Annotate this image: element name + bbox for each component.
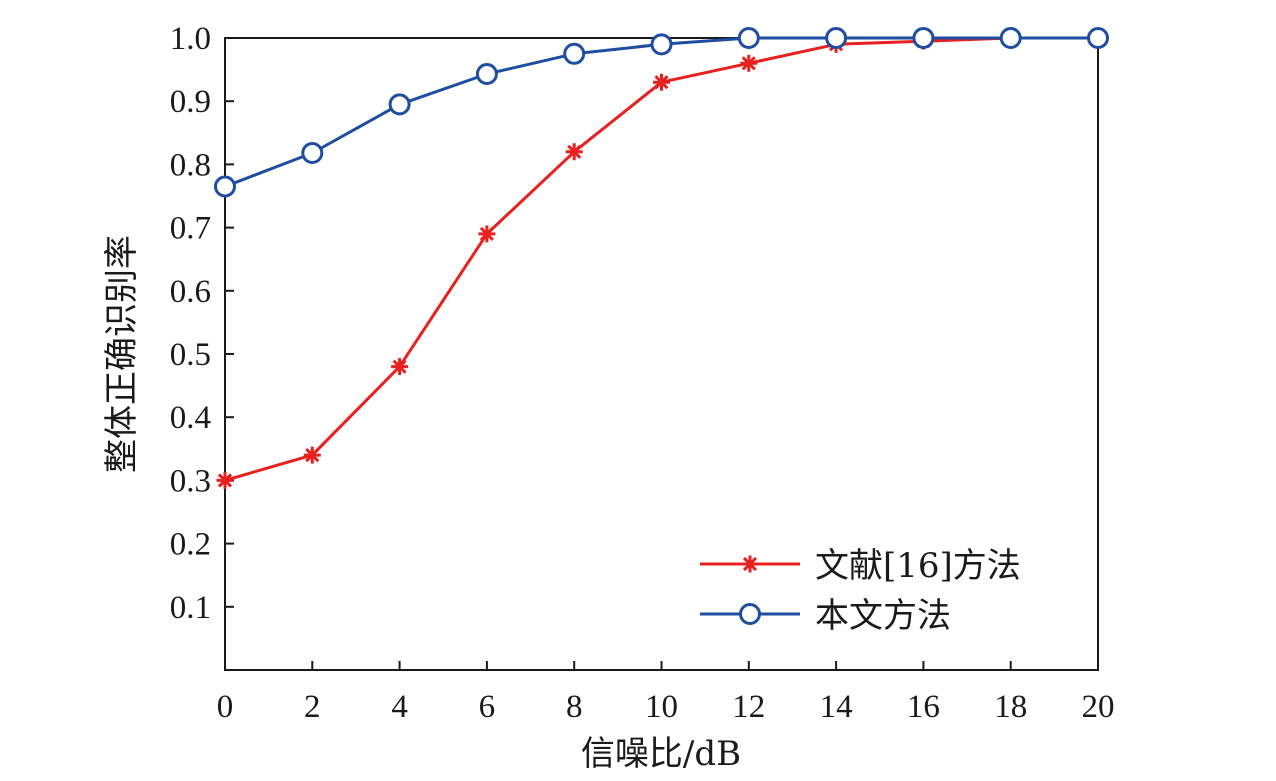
series-2-point [737, 27, 760, 49]
asterisk-stroke [479, 226, 494, 241]
legend-circle [739, 603, 761, 625]
series-2-point [825, 27, 848, 49]
y-tick-label: 0.2 [170, 527, 211, 563]
x-tick-label: 2 [304, 689, 321, 725]
series-1-point [565, 143, 583, 161]
x-tick-label: 10 [645, 689, 678, 725]
x-tick-label: 6 [479, 689, 496, 725]
x-tick-label: 8 [566, 689, 583, 725]
legend-label-series-2: 本文方法 [815, 596, 951, 636]
y-tick-label: 0.7 [170, 211, 211, 247]
series-2-point [999, 27, 1022, 49]
x-tick-label: 12 [732, 689, 765, 725]
asterisk-stroke [742, 556, 758, 572]
y-tick-label: 0.6 [170, 274, 211, 310]
series-2-point [301, 142, 324, 165]
y-tick-label: 0.3 [170, 463, 211, 499]
series-2-point [214, 175, 236, 198]
series-2-point [475, 63, 498, 86]
asterisk-stroke [654, 75, 669, 90]
y-tick-label: 0.4 [170, 400, 211, 436]
series-1-point [216, 471, 234, 489]
series-2-point [912, 27, 935, 49]
legend-label-series-1: 文献[16]方法 [815, 546, 1021, 586]
y-tick-label: 0.8 [170, 147, 211, 183]
series-1-point [303, 446, 321, 464]
asterisk-stroke [392, 359, 407, 374]
series-2-point [388, 93, 411, 116]
series-1-line [224, 36, 1098, 482]
y-tick-label: 1.0 [170, 21, 211, 57]
x-tick-label: 4 [391, 689, 408, 725]
series-1-point [478, 225, 496, 243]
series-1-point [653, 73, 670, 91]
x-tick-label: 18 [994, 689, 1027, 725]
asterisk-stroke [741, 56, 756, 71]
legend-marker-series-2-circle-icon [739, 603, 761, 625]
y-axis-title: 整体正确识别率 [102, 235, 142, 473]
asterisk-stroke [567, 144, 582, 159]
y-tick-label: 0.1 [170, 590, 211, 626]
legend-asterisk [741, 555, 759, 573]
series-layer [214, 27, 1109, 489]
x-tick-label: 16 [907, 689, 940, 725]
legend: 文献[16]方法 本文方法 [700, 546, 1021, 636]
x-axis-title: 信噪比/dB [581, 734, 741, 774]
legend-marker-series-1-asterisk-icon [741, 555, 759, 573]
series-1-point [740, 54, 758, 72]
x-tick-label: 14 [820, 689, 853, 725]
series-2-point [650, 33, 673, 56]
asterisk-stroke [305, 448, 320, 463]
y-axis: 0.1 0.2 0.3 0.4 0.5 0.6 0.7 0.8 0.9 1.0 [170, 21, 234, 626]
y-tick-label: 0.9 [170, 84, 211, 120]
x-tick-label: 20 [1082, 689, 1115, 725]
series-2-point [563, 42, 586, 65]
x-axis: 0 2 4 6 8 10 12 14 16 18 20 [217, 661, 1115, 725]
y-tick-label: 0.5 [170, 337, 211, 373]
asterisk-stroke [217, 473, 233, 488]
series-1-point [391, 358, 409, 376]
series-2-point [1087, 27, 1109, 49]
x-tick-label: 0 [217, 689, 234, 725]
series-2-line [224, 36, 1098, 188]
